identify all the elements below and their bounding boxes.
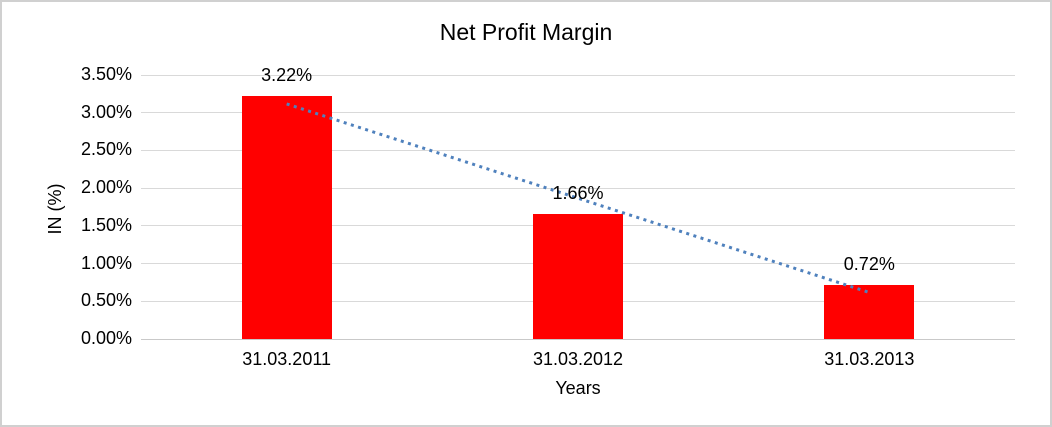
y-tick-label: 0.00% <box>80 328 132 348</box>
y-tick-label: 1.00% <box>80 252 132 273</box>
y-tick-label: 1.50% <box>80 214 132 235</box>
y-tick-label: 2.50% <box>80 139 132 160</box>
bar-data-label: 1.66% <box>552 182 604 203</box>
y-tick-label: 0.50% <box>80 290 132 311</box>
x-tick-label: 31.03.2011 <box>242 349 332 369</box>
x-tick-label: 31.03.2013 <box>824 349 915 369</box>
bar-data-label: 0.72% <box>843 253 895 274</box>
chart-title: Net Profit Margin <box>439 19 613 45</box>
y-tick-label: 3.50% <box>80 64 132 84</box>
gridline <box>141 74 1015 76</box>
gridline <box>141 338 1015 340</box>
bar <box>241 96 332 339</box>
y-tick-label: 2.00% <box>80 177 132 198</box>
bar <box>824 284 915 339</box>
bar <box>533 213 623 339</box>
bar-data-label: 3.22% <box>261 65 313 86</box>
x-axis-title: Years <box>555 378 601 398</box>
x-tick-label: 31.03.2012 <box>532 349 624 369</box>
y-tick-label: 3.00% <box>80 101 132 122</box>
